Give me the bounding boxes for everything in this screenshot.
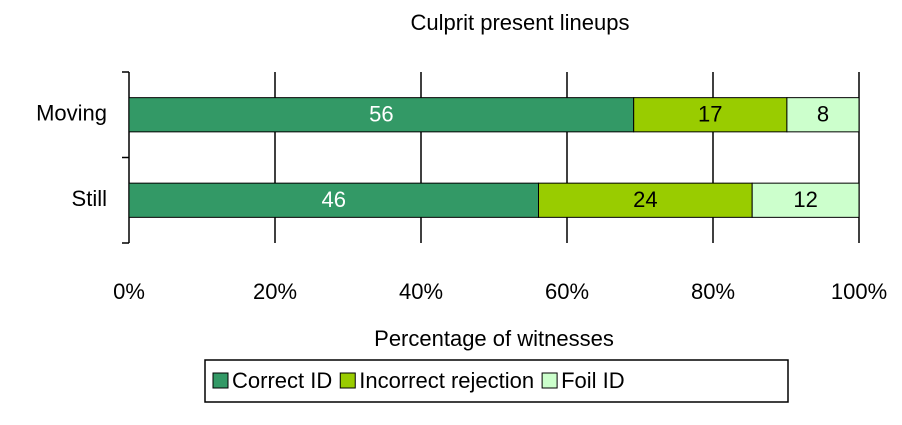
bar-segment (786, 97, 860, 133)
x-tick-label: 100% (831, 279, 887, 304)
x-tick-label: 40% (399, 279, 443, 304)
data-label: 17 (698, 102, 722, 127)
x-tick-label: 60% (545, 279, 589, 304)
legend-label: Foil ID (561, 368, 625, 393)
data-label: 24 (633, 187, 657, 212)
legend-box (204, 359, 789, 403)
data-label: 8 (817, 102, 829, 127)
x-tick-label: 0% (113, 279, 145, 304)
bar-segment (128, 182, 540, 218)
x-axis-label: Percentage of witnesses (374, 326, 614, 351)
data-label: 12 (793, 187, 817, 212)
y-tick-label: Moving (36, 101, 107, 126)
bar-segment (538, 182, 753, 218)
legend-swatch (339, 372, 356, 389)
y-tick-label: Still (72, 186, 107, 211)
bar-segment (751, 182, 860, 218)
x-tick-label: 80% (691, 279, 735, 304)
bar-segment (633, 97, 788, 133)
legend-label: Correct ID (232, 368, 332, 393)
data-label: 56 (369, 102, 393, 127)
legend-label: Incorrect rejection (359, 368, 534, 393)
legend-swatch (212, 372, 229, 389)
data-label: 46 (322, 187, 346, 212)
legend-swatch (541, 372, 558, 389)
x-tick-label: 20% (253, 279, 297, 304)
chart-title: Culprit present lineups (411, 10, 630, 35)
